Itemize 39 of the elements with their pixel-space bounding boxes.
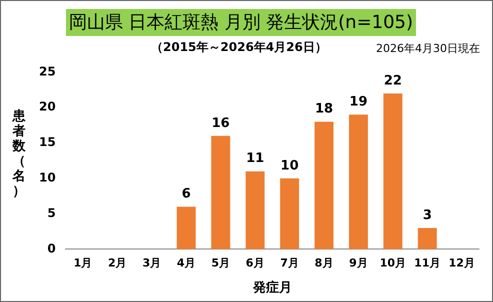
y-tick-label: 20 [38,100,56,114]
chart-title: 岡山県 日本紅斑熱 月別 発生状況(n=105) [66,9,416,36]
data-label: 19 [349,94,368,110]
data-label: 6 [182,186,191,202]
y-tick-label: 5 [47,206,56,220]
bar [246,171,265,250]
bar [211,136,230,250]
x-axis-title: 発症月 [252,280,292,296]
data-label: 18 [314,102,334,117]
chart-subtitle: （2015年～2026年4月26日） [151,39,327,56]
x-tick-label: 9月 [349,256,368,270]
y-tick-label: 10 [38,170,56,185]
x-tick-label: 11月 [414,256,440,270]
x-tick-label: 3月 [142,256,162,270]
bar [418,228,437,250]
y-tick-label: 25 [38,64,56,78]
x-tick-label: 1月 [74,256,92,270]
y-tick-label: 0 [47,241,56,256]
x-tick-label: 6月 [246,256,264,270]
data-label: 3 [422,208,432,223]
bar [314,122,334,250]
data-label: 10 [280,158,299,174]
bar [280,178,300,250]
data-label: 22 [384,73,402,88]
x-tick-label: 7月 [280,256,299,270]
x-tick-label: 8月 [314,256,334,270]
bar [383,93,402,250]
x-tick-label: 5月 [211,256,230,270]
x-tick-label: 10月 [380,256,406,270]
data-label: 16 [212,116,230,131]
x-tick-label: 12月 [448,256,475,270]
x-tick-label: 4月 [176,256,196,270]
text: 2026年4月30日現在 [376,41,480,56]
bar [348,114,368,250]
y-axis-title: 患者数（名） [11,109,26,199]
x-tick-label: 2月 [108,256,127,270]
data-label: 11 [246,151,264,166]
y-tick-label: 15 [38,135,56,150]
bar [176,206,196,250]
